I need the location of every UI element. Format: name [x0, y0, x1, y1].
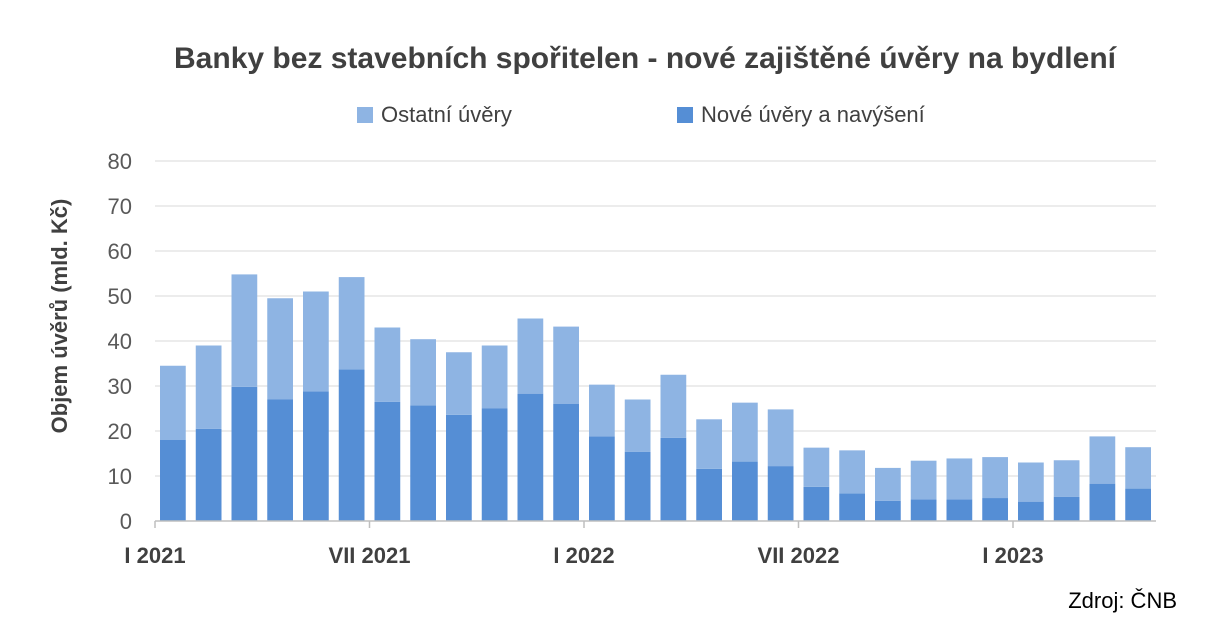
- bar-ostatni-5: [338, 277, 365, 370]
- bar-nove-24: [1018, 501, 1044, 521]
- bar-nove-0: [160, 440, 186, 521]
- legend-swatch-nove: [677, 107, 693, 123]
- bar-nove-8: [446, 414, 472, 521]
- bar-nove-13: [624, 451, 651, 521]
- bar-ostatni-15: [696, 419, 722, 469]
- bar-ostatni-24: [1018, 462, 1044, 502]
- y-tick-label-30: 30: [108, 374, 132, 399]
- bar-nove-6: [374, 401, 401, 521]
- legend-swatch-ostatni: [357, 107, 373, 123]
- x-tick-label-6: VII 2021: [329, 543, 411, 568]
- bar-ostatni-23: [982, 457, 1008, 499]
- bar-nove-11: [553, 404, 579, 521]
- y-tick-label-50: 50: [108, 284, 132, 309]
- bar-nove-10: [517, 393, 544, 521]
- bar-nove-2: [231, 386, 258, 521]
- bar-nove-12: [589, 436, 615, 521]
- bar-nove-22: [946, 499, 973, 521]
- bar-ostatni-3: [267, 298, 293, 400]
- bar-nove-9: [481, 408, 508, 521]
- y-tick-label-40: 40: [108, 329, 132, 354]
- x-tick-label-12: I 2022: [553, 543, 614, 568]
- bar-nove-20: [875, 500, 901, 521]
- bar-ostatni-0: [160, 365, 186, 440]
- bar-ostatni-10: [517, 318, 544, 394]
- bar-ostatni-19: [839, 450, 865, 494]
- bar-ostatni-1: [195, 345, 222, 429]
- bar-nove-15: [696, 468, 722, 521]
- bar-nove-3: [267, 399, 293, 521]
- bar-ostatni-4: [303, 291, 329, 392]
- bar-ostatni-22: [946, 458, 973, 500]
- bar-nove-23: [982, 498, 1008, 521]
- legend-item-nove: Nové úvěry a navýšení: [677, 102, 925, 128]
- bar-nove-26: [1089, 483, 1116, 521]
- bar-ostatni-18: [803, 447, 830, 487]
- bar-nove-1: [195, 428, 222, 521]
- bar-nove-17: [767, 466, 794, 521]
- bar-nove-14: [660, 437, 687, 521]
- y-tick-label-0: 0: [120, 509, 132, 534]
- bar-ostatni-9: [481, 345, 508, 409]
- y-tick-label-60: 60: [108, 239, 132, 264]
- bar-ostatni-8: [446, 352, 472, 415]
- bar-ostatni-27: [1125, 447, 1151, 489]
- x-tick-label-0: I 2021: [124, 543, 185, 568]
- bar-ostatni-11: [553, 326, 579, 404]
- bar-nove-25: [1053, 496, 1080, 521]
- bar-ostatni-16: [732, 402, 758, 462]
- bar-nove-27: [1125, 488, 1151, 521]
- bar-ostatni-13: [624, 399, 651, 452]
- x-tick-label-18: VII 2022: [758, 543, 840, 568]
- y-tick-label-80: 80: [108, 149, 132, 174]
- source-note: Zdroj: ČNB: [1068, 588, 1177, 613]
- legend-label-nove: Nové úvěry a navýšení: [701, 102, 925, 127]
- y-tick-label-70: 70: [108, 194, 132, 219]
- x-tick-label-24: I 2023: [982, 543, 1043, 568]
- chart-title: Banky bez stavebních spořitelen - nové z…: [174, 42, 1116, 75]
- bar-ostatni-26: [1089, 436, 1116, 484]
- bar-ostatni-14: [660, 374, 687, 438]
- y-tick-label-10: 10: [108, 464, 132, 489]
- bar-nove-4: [303, 391, 329, 521]
- bar-ostatni-7: [410, 339, 436, 406]
- legend-label-ostatni: Ostatní úvěry: [381, 102, 512, 127]
- bar-ostatni-21: [910, 460, 937, 500]
- bar-nove-16: [732, 461, 758, 521]
- bar-ostatni-17: [767, 409, 794, 467]
- bar-nove-19: [839, 493, 865, 521]
- bar-nove-18: [803, 486, 830, 521]
- bar-ostatni-20: [875, 467, 901, 501]
- y-tick-label-20: 20: [108, 419, 132, 444]
- legend: Ostatní úvěry Nové úvěry a navýšení: [0, 102, 1215, 132]
- bar-nove-21: [910, 499, 937, 521]
- bar-ostatni-12: [589, 384, 615, 437]
- bar-nove-5: [338, 369, 365, 521]
- bar-ostatni-6: [374, 327, 401, 402]
- legend-item-ostatni: Ostatní úvěry: [357, 102, 512, 128]
- bar-ostatni-25: [1053, 460, 1080, 497]
- bar-nove-7: [410, 405, 436, 521]
- bar-ostatni-2: [231, 274, 258, 387]
